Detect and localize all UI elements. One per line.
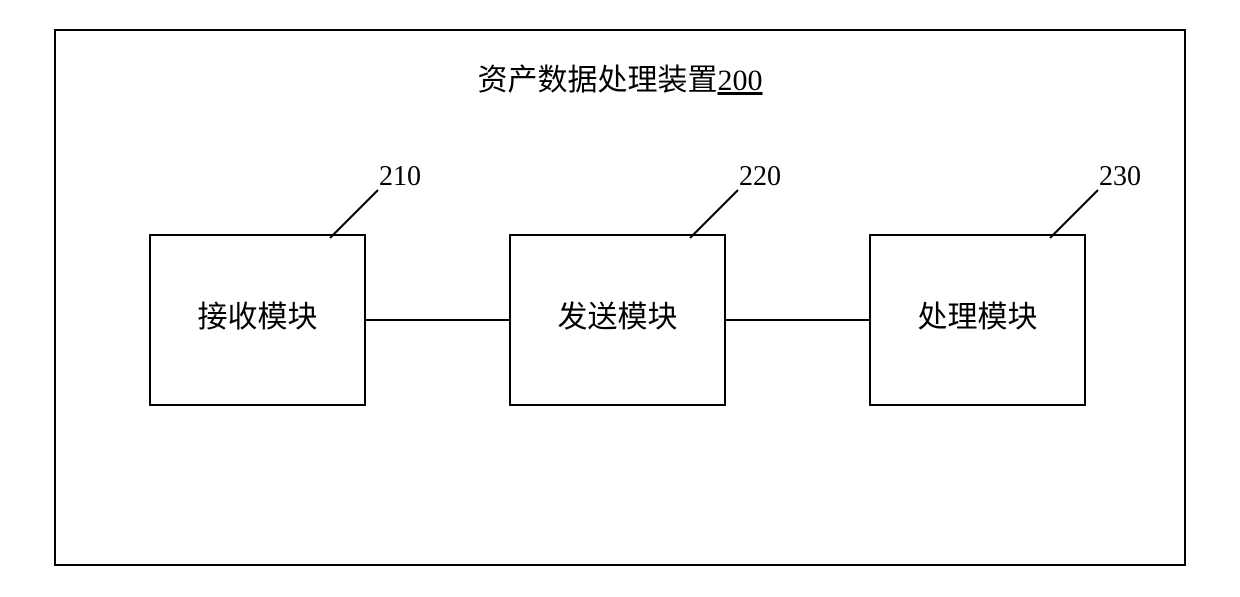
block-diagram: 资产数据处理装置200 接收模块 210 发送模块 220 处理模块 230 [0,0,1240,597]
module-label-receive: 接收模块 [198,301,318,334]
module-label-send: 发送模块 [558,301,678,334]
module-process: 处理模块 230 [870,161,1141,405]
leader-line-receive [330,190,378,238]
module-label-process: 处理模块 [918,301,1038,334]
modules-group: 接收模块 210 发送模块 220 处理模块 230 [150,161,1141,405]
leader-line-send [690,190,738,238]
ref-number-process: 230 [1099,161,1141,192]
diagram-title-prefix: 资产数据处理装置 [478,64,718,97]
ref-number-send: 220 [739,161,781,192]
module-send: 发送模块 220 [510,161,781,405]
diagram-title-refnum: 200 [718,64,763,97]
module-receive: 接收模块 210 [150,161,421,405]
leader-line-process [1050,190,1098,238]
ref-number-receive: 210 [379,161,421,192]
diagram-title: 资产数据处理装置200 [478,64,763,97]
